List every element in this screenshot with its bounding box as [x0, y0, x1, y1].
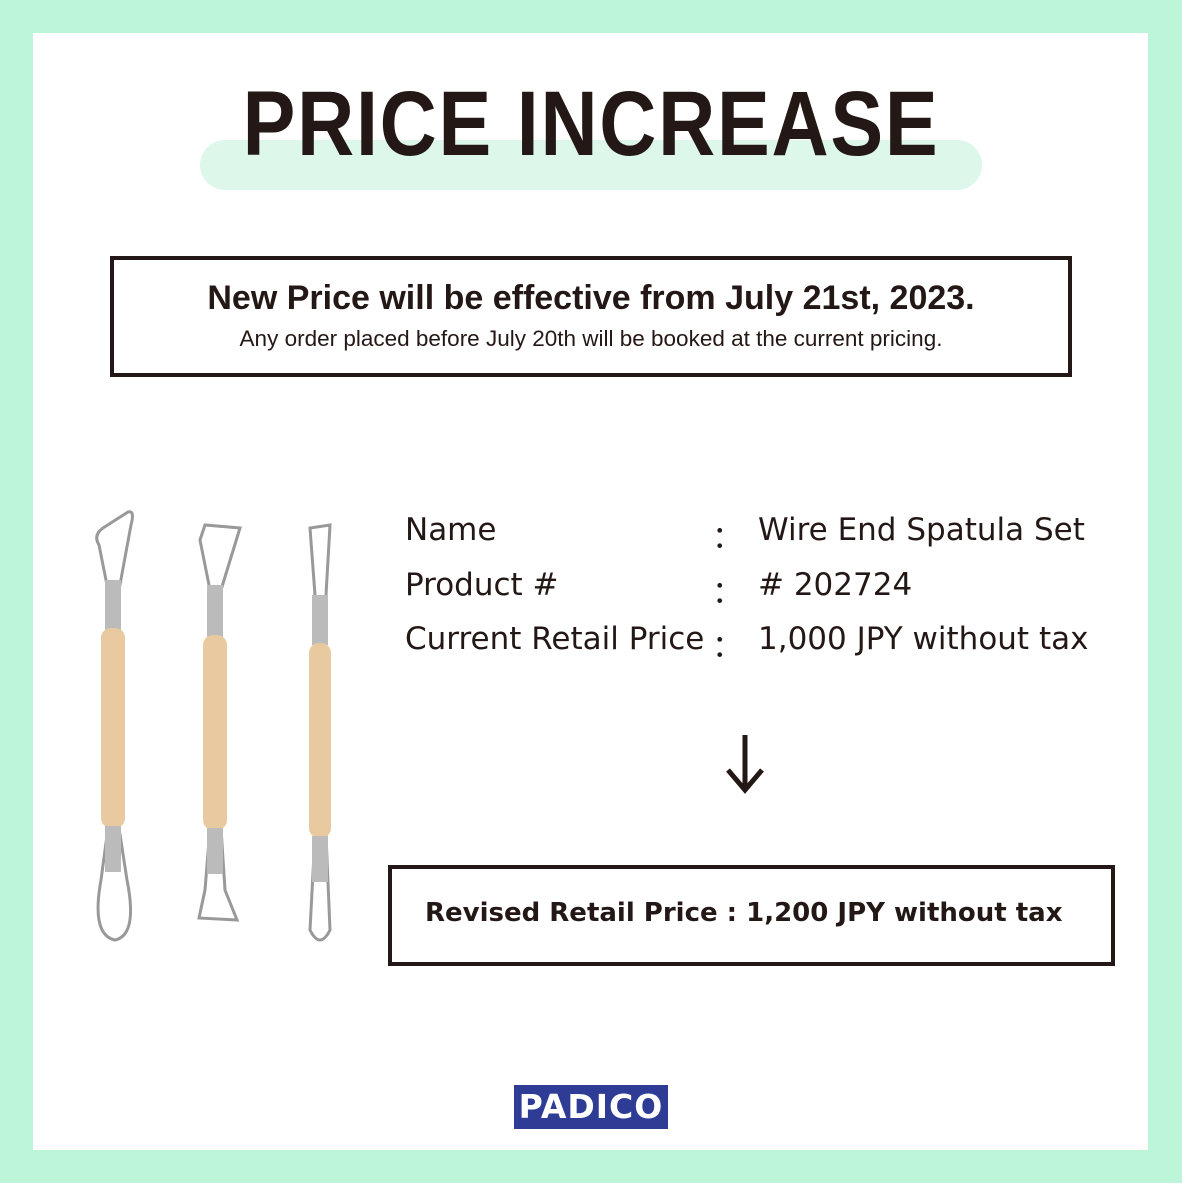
row-value: # 202724 — [758, 567, 913, 603]
logo: PADICO — [514, 1085, 668, 1129]
row-label: Name — [405, 512, 497, 548]
title: PRICE INCREASE — [242, 73, 940, 175]
row-separator: ： — [712, 575, 743, 611]
title-highlight — [200, 140, 982, 190]
revised-box — [388, 865, 1115, 966]
down-arrow — [726, 735, 764, 794]
row-value: Wire End Spatula Set — [758, 512, 1085, 548]
row-separator: ： — [712, 520, 743, 556]
row-label: Product # — [405, 567, 559, 603]
notice-headline: New Price will be effective from July 21… — [207, 279, 975, 317]
tools — [95, 510, 332, 942]
notice-note: Any order placed before July 20th will b… — [239, 326, 943, 351]
row-value: 1,000 JPY without tax — [758, 621, 1089, 657]
revised-price: Revised Retail Price : 1,200 JPY without… — [425, 898, 1063, 928]
row-label: Current Retail Price — [405, 621, 705, 657]
notice-box — [110, 256, 1072, 377]
row-separator: ： — [712, 629, 743, 665]
